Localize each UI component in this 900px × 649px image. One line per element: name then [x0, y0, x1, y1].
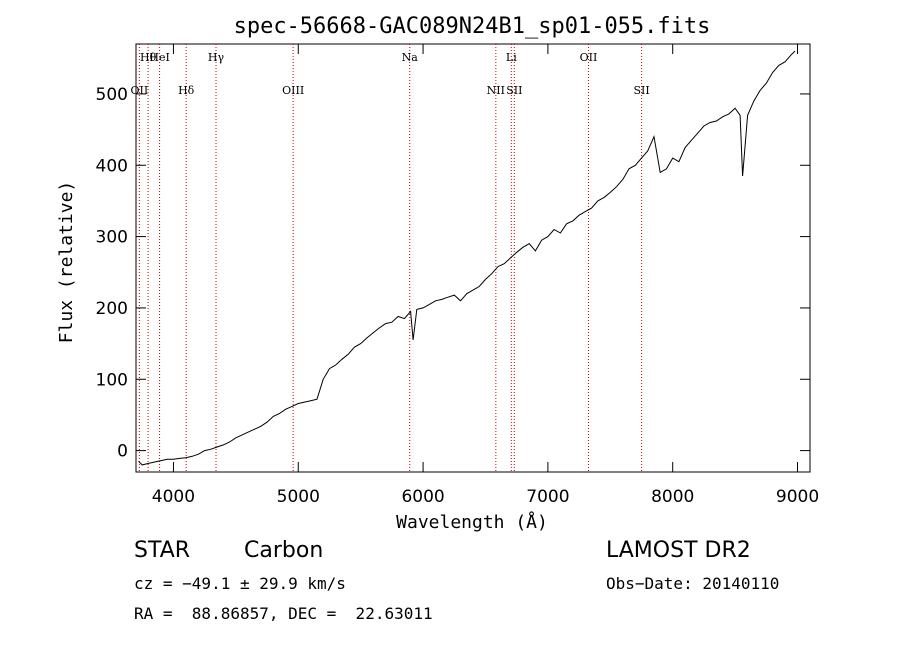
- plot-frame: [135, 43, 811, 473]
- spectral-line-label: Li: [506, 51, 517, 64]
- spectral-line-label: OIII: [282, 84, 304, 97]
- x-axis-label: Wavelength (Å): [396, 511, 548, 533]
- y-axis-label: Flux (relative): [56, 181, 77, 344]
- y-tick-label: 0: [117, 442, 128, 462]
- y-tick-label: 200: [96, 299, 128, 319]
- redshift-text: cz = −49.1 ± 29.9 km/s: [134, 574, 346, 593]
- spectrum-series-line: [138, 50, 796, 466]
- y-tick-label: 100: [96, 370, 128, 390]
- x-axis: 4000 5000 6000 7000 8000 9000: [152, 44, 819, 507]
- spectral-line-label: OII: [580, 51, 598, 64]
- y-axis: 0 100 200 300 400 500: [96, 85, 810, 462]
- x-tick-label: 7000: [526, 487, 569, 507]
- spectral-line-markers: Hθ OII HeI Hδ Hγ OIII Na NII Li SII OII SII: [131, 44, 650, 472]
- obs-date-text: Obs−Date: 20140110: [606, 574, 780, 593]
- spectral-line-label: SII: [634, 84, 650, 97]
- spectral-line-label: HeI: [149, 51, 169, 64]
- chart-title: spec-56668-GAC089N24B1_sp01-055.fits: [234, 14, 711, 39]
- x-tick-label: 8000: [651, 487, 694, 507]
- spectral-line-label: Hγ: [208, 51, 225, 64]
- spectral-line-label: Na: [402, 51, 419, 64]
- spectral-line-label: OII: [131, 84, 149, 97]
- x-tick-label: 6000: [401, 487, 444, 507]
- spectral-line-label: Hθ: [140, 51, 157, 64]
- x-tick-label: 9000: [776, 487, 819, 507]
- survey-label: LAMOST DR2: [606, 538, 751, 563]
- x-tick-label: 4000: [152, 487, 195, 507]
- coordinates-text: RA = 88.86857, DEC = 22.63011: [134, 604, 433, 623]
- x-tick-label: 5000: [277, 487, 320, 507]
- object-subclass-label: Carbon: [244, 538, 324, 563]
- spectral-line-label: Hδ: [178, 84, 195, 97]
- y-tick-label: 300: [96, 228, 128, 248]
- object-class-label: STAR: [134, 538, 191, 563]
- y-tick-label: 500: [96, 85, 128, 105]
- spectral-line-label: NII: [487, 84, 505, 97]
- spectral-line-label: SII: [506, 84, 522, 97]
- y-tick-label: 400: [96, 156, 128, 176]
